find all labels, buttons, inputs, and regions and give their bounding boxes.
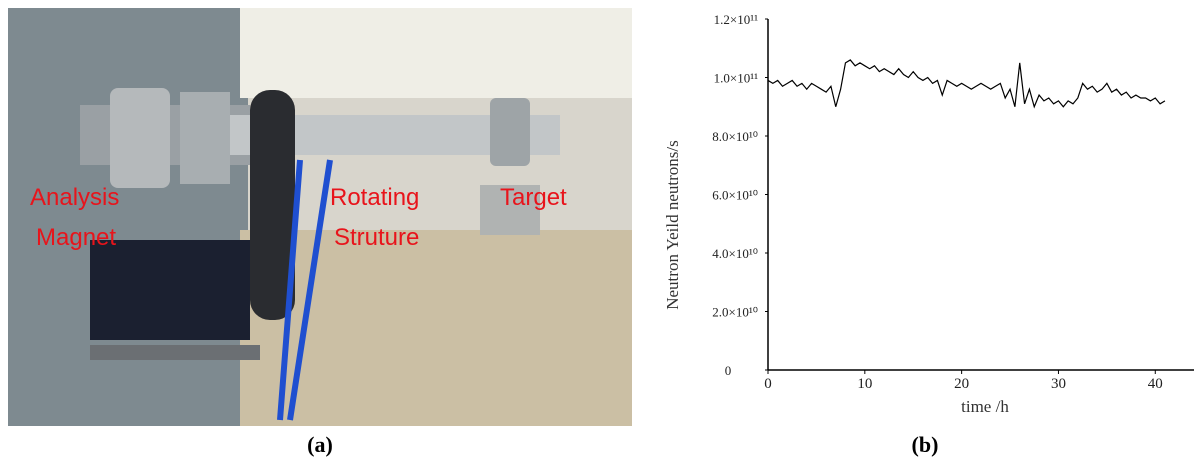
y-tick-label: 1.0×10¹¹ xyxy=(714,71,758,86)
x-tick-label: 0 xyxy=(764,376,772,392)
y-tick-label: 2.0×10¹⁰ xyxy=(712,305,758,320)
plot: 0 2.0×10¹⁰ 4.0×10¹⁰ 6.0×10¹⁰ 8.0×10¹⁰ 1.0×10¹… xyxy=(712,12,1194,392)
photo: Analysis Magnet Rotating Struture Target xyxy=(8,8,632,426)
caption: (a) xyxy=(307,432,333,457)
x-tick-label: 30 xyxy=(1051,376,1066,392)
y-tick-label: 6.0×10¹⁰ xyxy=(712,188,758,203)
y-tick-label: 4.0×10¹⁰ xyxy=(712,246,758,261)
photo-label: Analysis xyxy=(30,184,119,211)
photo-label: Magnet xyxy=(36,224,116,251)
x-tick-label: 20 xyxy=(954,376,969,392)
y-tick-label: 0 xyxy=(725,363,732,378)
x-axis-label: time /h xyxy=(961,397,1009,416)
y-axis-label: Neutron Yeild neutrons/s xyxy=(663,140,682,310)
photo-label: Rotating xyxy=(330,184,419,211)
y-tick-label: 8.0×10¹⁰ xyxy=(712,129,758,144)
y-tick-label: 1.2×10¹¹ xyxy=(714,12,758,27)
x-tick-label: 40 xyxy=(1148,376,1163,392)
data-line xyxy=(767,59,1166,109)
x-tick-label: 10 xyxy=(857,376,872,392)
caption: (b) xyxy=(912,432,939,457)
photo-label: Struture xyxy=(334,224,419,251)
photo-label: Target xyxy=(500,184,567,211)
